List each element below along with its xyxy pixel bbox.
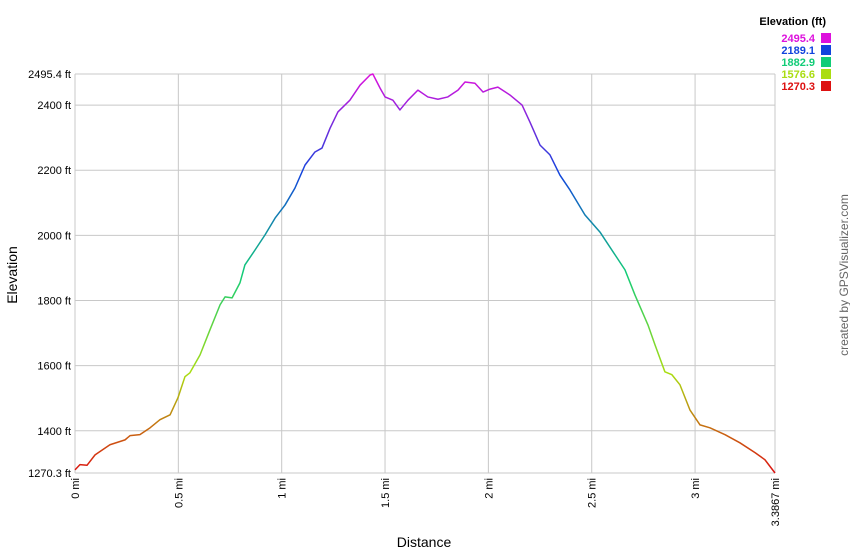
legend-value: 1270.3 bbox=[781, 81, 815, 93]
legend-title: Elevation (ft) bbox=[759, 16, 826, 28]
y-tick-label: 1270.3 ft bbox=[28, 468, 71, 480]
legend-swatch bbox=[821, 81, 831, 91]
x-tick-label: 3.3867 mi bbox=[770, 478, 782, 526]
y-tick-label: 2000 ft bbox=[37, 230, 71, 242]
y-tick-label: 2200 ft bbox=[37, 165, 71, 177]
y-tick-label: 2400 ft bbox=[37, 100, 71, 112]
legend-swatch bbox=[821, 57, 831, 67]
legend-value: 2495.4 bbox=[781, 33, 816, 45]
legend-swatch bbox=[821, 45, 831, 55]
x-tick-label: 0.5 mi bbox=[173, 478, 185, 508]
legend-value: 1576.6 bbox=[781, 69, 815, 81]
elevation-line bbox=[74, 73, 776, 474]
credit: created by GPSVisualizer.com bbox=[837, 194, 850, 356]
x-tick-label: 0 mi bbox=[70, 478, 82, 499]
x-tick-label: 3 mi bbox=[690, 478, 702, 499]
legend-value: 2189.1 bbox=[781, 45, 815, 57]
legend-swatch bbox=[821, 33, 831, 43]
x-tick-label: 1 mi bbox=[277, 478, 289, 499]
y-tick-label: 1600 ft bbox=[37, 361, 71, 373]
x-tick-label: 1.5 mi bbox=[380, 478, 392, 508]
x-tick-label: 2.5 mi bbox=[587, 478, 599, 508]
y-tick-label: 1400 ft bbox=[37, 426, 71, 438]
y-axis-label: Elevation bbox=[4, 246, 20, 304]
y-tick-label: 2495.4 ft bbox=[28, 69, 71, 81]
y-tick-label: 1800 ft bbox=[37, 295, 71, 307]
legend-value: 1882.9 bbox=[781, 57, 815, 69]
x-axis-label: Distance bbox=[397, 534, 452, 550]
legend-swatch bbox=[821, 69, 831, 79]
x-tick-label: 2 mi bbox=[483, 478, 495, 499]
